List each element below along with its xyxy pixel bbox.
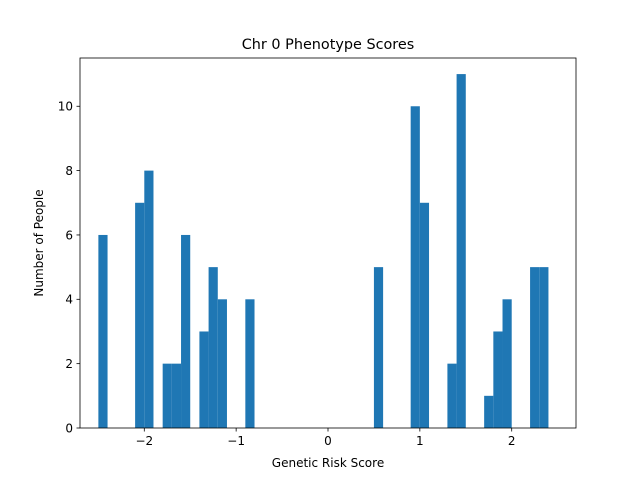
histogram-bar [484, 395, 494, 428]
histogram-bar [162, 363, 172, 428]
histogram-bar [245, 299, 255, 428]
x-tick-label: 0 [324, 434, 332, 448]
y-tick-label: 10 [58, 100, 73, 114]
y-tick-label: 2 [65, 357, 73, 371]
histogram-bar [171, 363, 182, 428]
histogram-bar [447, 363, 457, 428]
histogram-bar [135, 202, 145, 428]
x-tick-label: −2 [135, 434, 153, 448]
y-axis-ticks: 0 2 4 6 8 10 [58, 100, 80, 435]
x-tick-label: 2 [508, 434, 516, 448]
x-tick-label: 1 [416, 434, 424, 448]
histogram-bar [530, 267, 540, 428]
histogram-bar [539, 267, 549, 428]
x-axis-label: Genetic Risk Score [272, 456, 384, 470]
y-tick-label: 8 [65, 164, 73, 178]
y-tick-label: 4 [65, 293, 73, 307]
chart-title: Chr 0 Phenotype Scores [242, 37, 415, 53]
histogram-bar [502, 299, 512, 428]
histogram-bar [181, 234, 191, 428]
histogram-bar [98, 234, 108, 428]
histogram-bar [373, 267, 384, 428]
histogram-bar [217, 299, 227, 428]
x-tick-label: −1 [227, 434, 245, 448]
histogram-bar [144, 170, 154, 428]
histogram-bar [493, 331, 503, 428]
histogram-bar [199, 331, 209, 428]
y-axis-label: Number of People [32, 189, 46, 296]
histogram-bar [456, 74, 466, 428]
y-tick-label: 0 [65, 421, 73, 435]
x-axis-ticks: −2 −1 0 1 2 [135, 428, 516, 448]
y-tick-label: 6 [65, 228, 73, 242]
histogram-bar [208, 267, 218, 428]
bars-group [98, 74, 549, 429]
histogram-bar [419, 202, 430, 428]
histogram-bar [410, 106, 420, 429]
